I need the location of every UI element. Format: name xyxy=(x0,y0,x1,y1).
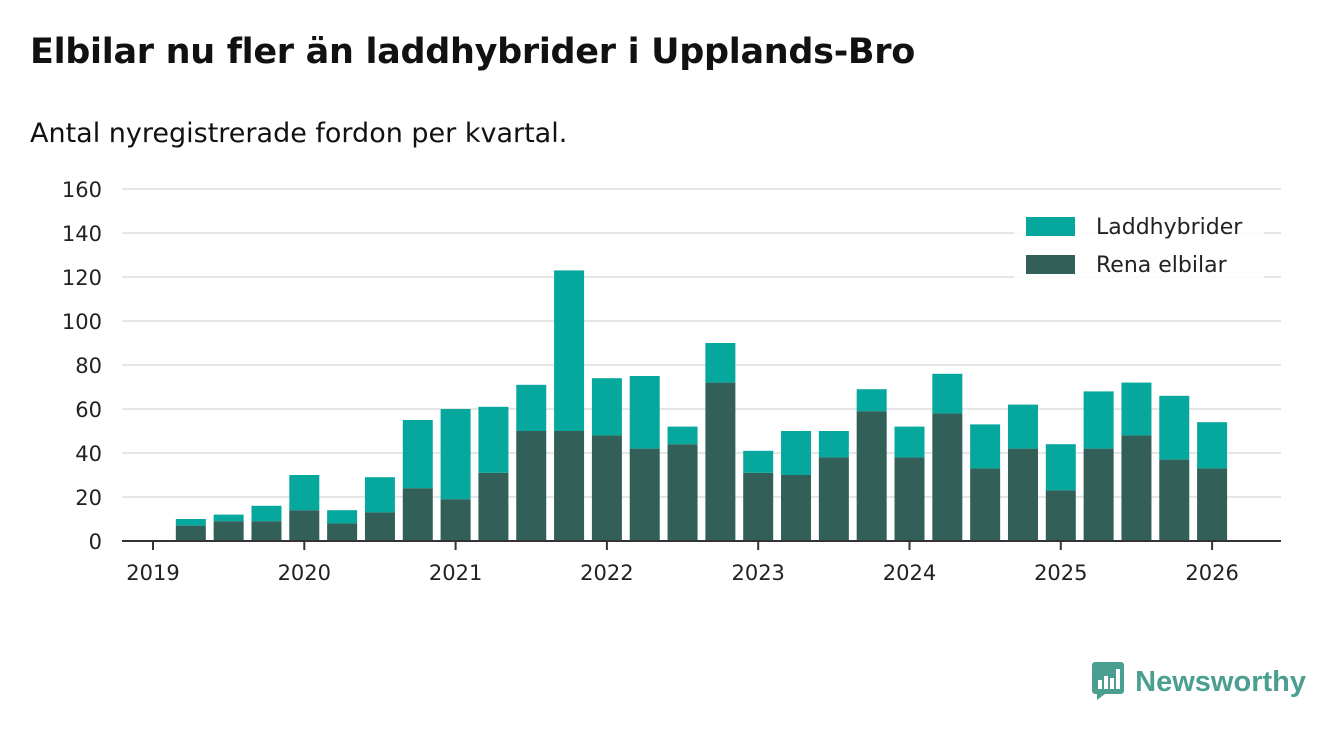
bar-rena-elbilar-2023-Q2 xyxy=(781,475,812,541)
bar-rena-elbilar-2020-Q2 xyxy=(327,523,358,541)
x-tick-label-2024: 2024 xyxy=(883,561,936,585)
bar-rena-elbilar-2019-Q4 xyxy=(251,521,282,541)
bar-laddhybrider-2022-Q1 xyxy=(591,378,622,436)
legend-swatch-0 xyxy=(1026,217,1075,236)
bars xyxy=(175,270,1228,541)
bar-laddhybrider-2023-Q3 xyxy=(818,431,849,458)
legend-label-1: Rena elbilar xyxy=(1096,253,1228,278)
bar-laddhybrider-2021-Q3 xyxy=(516,384,547,431)
y-tick-label-80: 80 xyxy=(75,354,102,378)
bar-rena-elbilar-2025-Q1 xyxy=(1045,490,1076,541)
chart-subtitle: Antal nyregistrerade fordon per kvartal. xyxy=(30,118,568,149)
bar-laddhybrider-2024-Q4 xyxy=(1007,404,1038,449)
bar-rena-elbilar-2022-Q2 xyxy=(629,448,660,541)
bar-laddhybrider-2019-Q2 xyxy=(175,519,206,526)
bar-rena-elbilar-2022-Q3 xyxy=(667,444,698,541)
bar-rena-elbilar-2024-Q4 xyxy=(1007,448,1038,541)
bar-laddhybrider-2021-Q2 xyxy=(478,406,509,473)
x-tick-label-2020: 2020 xyxy=(278,561,331,585)
bar-laddhybrider-2021-Q1 xyxy=(440,409,471,500)
x-tick-label-2023: 2023 xyxy=(731,561,784,585)
bar-rena-elbilar-2023-Q4 xyxy=(856,411,887,541)
bar-rena-elbilar-2025-Q2 xyxy=(1083,448,1114,541)
bar-rena-elbilar-2024-Q2 xyxy=(932,413,963,541)
y-tick-label-60: 60 xyxy=(75,398,102,422)
bar-laddhybrider-2020-Q1 xyxy=(289,475,320,511)
bar-laddhybrider-2020-Q3 xyxy=(364,477,395,513)
bar-rena-elbilar-2023-Q3 xyxy=(818,457,849,541)
chart-title: Elbilar nu fler än laddhybrider i Upplan… xyxy=(30,32,916,72)
newsworthy-logo-icon xyxy=(1091,660,1125,704)
bar-rena-elbilar-2025-Q4 xyxy=(1159,459,1190,541)
bar-rena-elbilar-2021-Q2 xyxy=(478,472,509,541)
bar-rena-elbilar-2022-Q4 xyxy=(705,382,736,541)
bar-laddhybrider-2022-Q2 xyxy=(629,376,660,449)
bar-laddhybrider-2024-Q1 xyxy=(894,426,925,458)
bar-laddhybrider-2024-Q2 xyxy=(932,373,963,414)
x-tick-label-2022: 2022 xyxy=(580,561,633,585)
x-tick-label-2019: 2019 xyxy=(126,561,179,585)
y-axis: 0 20 40 60 80 100 120 140 160 xyxy=(62,178,102,554)
bar-laddhybrider-2025-Q4 xyxy=(1159,395,1190,460)
x-tick-label-2021: 2021 xyxy=(429,561,482,585)
bar-laddhybrider-2026-Q1 xyxy=(1197,422,1228,469)
bar-laddhybrider-2025-Q1 xyxy=(1045,444,1076,491)
bar-laddhybrider-2023-Q2 xyxy=(781,431,812,475)
legend: Laddhybrider Rena elbilar xyxy=(1014,206,1264,282)
bar-rena-elbilar-2022-Q1 xyxy=(591,435,622,541)
bar-laddhybrider-2020-Q2 xyxy=(327,510,358,524)
bar-laddhybrider-2025-Q2 xyxy=(1083,391,1114,449)
bar-laddhybrider-2024-Q3 xyxy=(970,424,1001,469)
bar-rena-elbilar-2020-Q3 xyxy=(364,512,395,541)
y-tick-label-20: 20 xyxy=(75,486,102,510)
bar-rena-elbilar-2019-Q2 xyxy=(175,525,206,541)
x-tick-label-2026: 2026 xyxy=(1185,561,1238,585)
y-tick-label-120: 120 xyxy=(62,266,102,290)
legend-label-0: Laddhybrider xyxy=(1096,215,1243,240)
x-tick-label-2025: 2025 xyxy=(1034,561,1087,585)
bar-laddhybrider-2021-Q4 xyxy=(554,270,585,431)
bar-rena-elbilar-2025-Q3 xyxy=(1121,435,1152,541)
bar-rena-elbilar-2021-Q3 xyxy=(516,431,547,541)
bar-rena-elbilar-2024-Q1 xyxy=(894,457,925,541)
bar-laddhybrider-2023-Q1 xyxy=(743,450,774,473)
brand-name: Newsworthy xyxy=(1135,665,1306,698)
bar-rena-elbilar-2026-Q1 xyxy=(1197,468,1228,541)
bar-rena-elbilar-2021-Q1 xyxy=(440,499,471,541)
bar-laddhybrider-2023-Q4 xyxy=(856,389,887,412)
x-axis: 2019 2020 2021 2022 2023 2024 2025 2026 xyxy=(122,540,1281,585)
y-tick-label-0: 0 xyxy=(89,530,102,554)
bar-laddhybrider-2019-Q3 xyxy=(213,514,244,522)
y-tick-label-140: 140 xyxy=(62,222,102,246)
bar-laddhybrider-2022-Q3 xyxy=(667,426,698,445)
y-tick-label-40: 40 xyxy=(75,442,102,466)
bar-laddhybrider-2022-Q4 xyxy=(705,343,736,383)
bar-rena-elbilar-2021-Q4 xyxy=(554,431,585,541)
bar-rena-elbilar-2024-Q3 xyxy=(970,468,1001,541)
bar-laddhybrider-2025-Q3 xyxy=(1121,382,1152,436)
brand-logo: Newsworthy xyxy=(1091,660,1306,704)
bar-rena-elbilar-2020-Q1 xyxy=(289,510,320,541)
legend-swatch-1 xyxy=(1026,255,1075,274)
bar-rena-elbilar-2020-Q4 xyxy=(402,488,433,541)
bar-rena-elbilar-2019-Q3 xyxy=(213,521,244,541)
bar-laddhybrider-2020-Q4 xyxy=(402,420,433,489)
y-tick-label-100: 100 xyxy=(62,310,102,334)
bar-rena-elbilar-2023-Q1 xyxy=(743,472,774,541)
y-tick-label-160: 160 xyxy=(62,178,102,202)
bar-laddhybrider-2019-Q4 xyxy=(251,505,282,522)
